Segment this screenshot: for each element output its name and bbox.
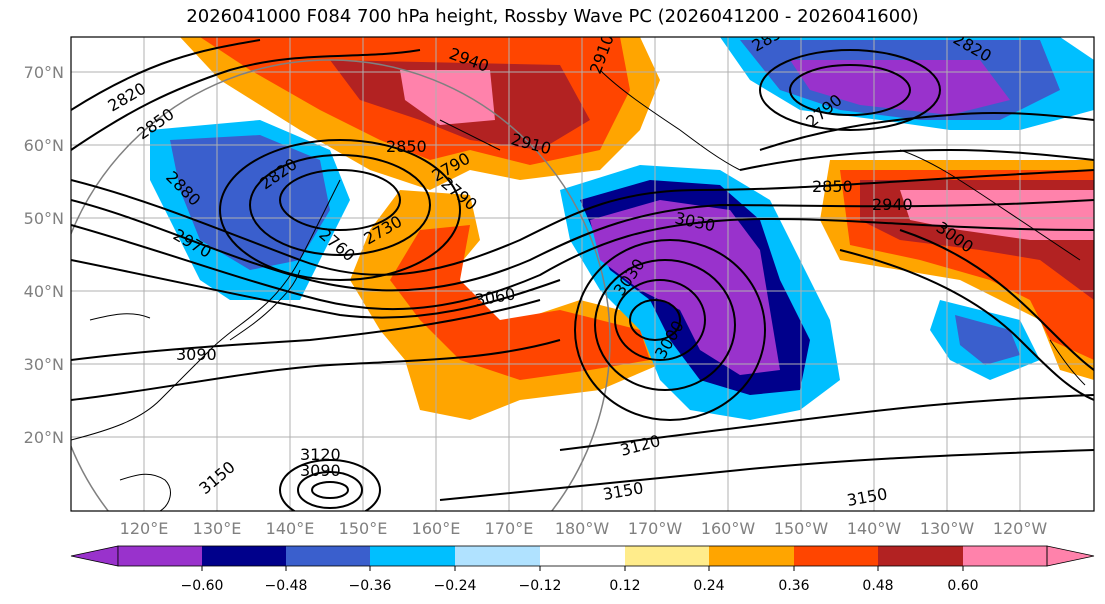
lon-label: 160°W: [701, 519, 756, 538]
colorbar-tick-label: −0.60: [181, 578, 224, 594]
lon-label: 130°W: [920, 519, 975, 538]
contour-label: 3090: [176, 345, 217, 364]
lon-label: 150°E: [339, 519, 388, 538]
lat-label: 50°N: [24, 209, 64, 228]
colorbar-tick-label: 0.12: [609, 578, 640, 594]
lon-label: 170°E: [485, 519, 534, 538]
lat-label: 30°N: [24, 355, 64, 374]
colorbar-segment: [794, 546, 878, 566]
colorbar-segment: [963, 546, 1047, 566]
lon-label: 140°E: [266, 519, 315, 538]
lon-label: 120°E: [120, 519, 169, 538]
lon-label: 180°W: [555, 519, 610, 538]
contour-label: 2850: [812, 177, 853, 196]
colorbar: −0.60 −0.48 −0.36 −0.24 −0.12 0.12 0.24 …: [70, 545, 1095, 594]
colorbar-segment: [709, 546, 794, 566]
colorbar-segment: [202, 546, 286, 566]
contour-label: 3120: [300, 445, 341, 464]
colorbar-extend-max: [1046, 545, 1095, 567]
map-border: [70, 36, 1095, 512]
lon-label: 170°W: [628, 519, 683, 538]
colorbar-segment: [540, 546, 625, 566]
height-contours: [71, 39, 1094, 511]
contour-label: 2940: [872, 195, 913, 214]
colorbar-tick-label: −0.12: [519, 578, 562, 594]
colorbar-tick-label: −0.24: [434, 578, 477, 594]
map-title: 2026041000 F084 700 hPa height, Rossby W…: [186, 6, 919, 27]
lon-label: 120°W: [993, 519, 1048, 538]
lon-label: 130°E: [193, 519, 242, 538]
colorbar-segment: [286, 546, 370, 566]
lat-label: 70°N: [24, 63, 64, 82]
colorbar-segment: [878, 546, 963, 566]
longitude-labels: 120°E 130°E 140°E 150°E 160°E 170°E 180°…: [120, 519, 1048, 538]
reference-circle: [71, 59, 611, 511]
colorbar-tick-label: 0.60: [947, 578, 978, 594]
lat-label: 20°N: [24, 428, 64, 447]
lat-label: 40°N: [24, 282, 64, 301]
colorbar-outline: [117, 545, 1048, 567]
colorbar-extend-min: [70, 545, 119, 567]
colorbar-segment: [625, 546, 709, 566]
contour-label: 2850: [386, 137, 427, 156]
contour-label: 3090: [300, 461, 341, 480]
colorbar-segment: [118, 546, 202, 566]
colorbar-ticks: [201, 566, 964, 571]
colorbar-tick-label: 0.48: [862, 578, 893, 594]
lon-label: 150°W: [774, 519, 829, 538]
lat-label: 60°N: [24, 136, 64, 155]
latitude-labels: 70°N 60°N 50°N 40°N 30°N 20°N: [24, 63, 64, 447]
colorbar-tick-label: 0.24: [693, 578, 724, 594]
colorbar-tick-label: −0.36: [349, 578, 392, 594]
lon-label: 160°E: [412, 519, 461, 538]
colorbar-tick-label: 0.36: [778, 578, 809, 594]
colorbar-tick-label: −0.48: [265, 578, 308, 594]
colorbar-segment: [455, 546, 540, 566]
colorbar-segment: [370, 546, 455, 566]
coastlines: [71, 69, 1086, 511]
lon-label: 140°W: [847, 519, 902, 538]
